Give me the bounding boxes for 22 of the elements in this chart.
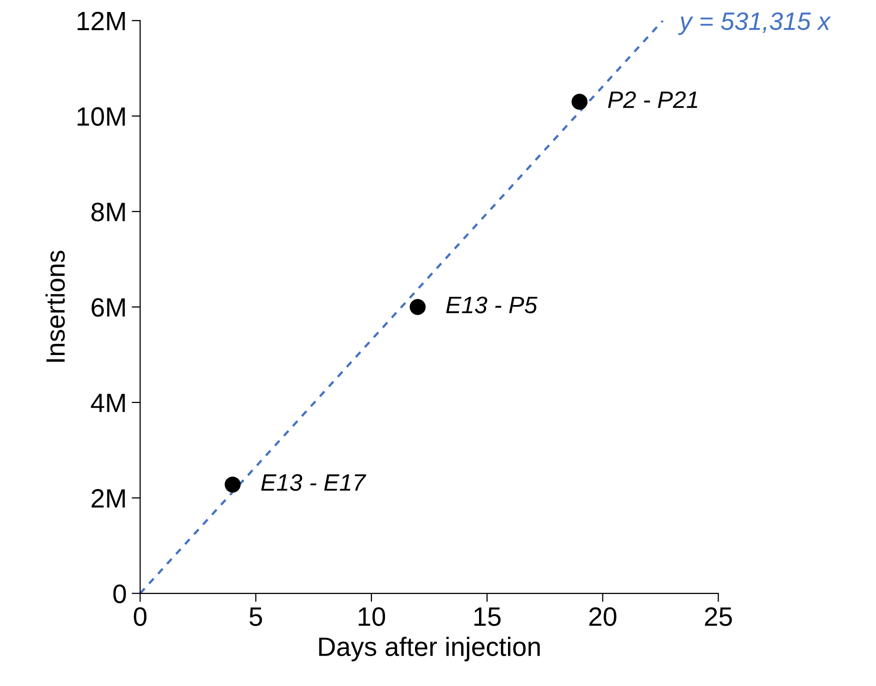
point [572,94,588,110]
annotation: P2 - P21 [608,91,698,108]
x-tick-label: 15 [474,608,501,626]
y-tick-label: 2M [92,489,125,508]
x-axis-title: Days after injection [319,636,540,662]
x-tick-label: 0 [134,607,146,626]
y-tick-label: 8M [91,202,125,222]
x-tick-label: 25 [704,607,732,626]
y-tick-label: 10M [78,107,125,126]
y-tick-label: 4M [90,394,125,412]
point [224,476,241,493]
x-tick-label: 10 [358,607,386,626]
x-tick-label: 5 [250,608,262,626]
point [410,299,426,315]
y-tick-label: 12M [78,12,125,30]
y-tick-label: 0 [113,584,126,604]
annotation: E13 - P5 [446,296,538,314]
annotation: E13 - E17 [261,474,366,491]
y-tick-label: 6M [92,298,125,317]
x-tick-label: 20 [589,607,616,626]
y-axis-title: Insertions [45,250,65,362]
annotation: y = 531,315 x [678,12,832,36]
